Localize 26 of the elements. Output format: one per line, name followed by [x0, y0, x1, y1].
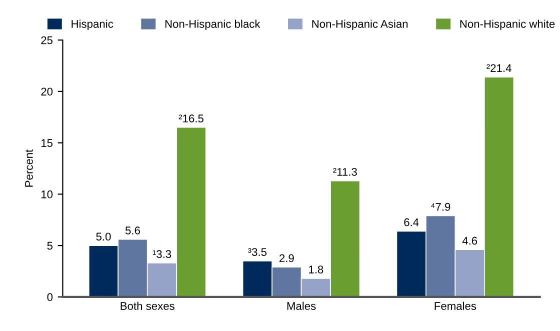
data-label: 2.9: [279, 254, 294, 262]
data-label: ²21.4: [486, 64, 512, 72]
y-tick-label: 25: [41, 36, 53, 44]
data-label: 6.4: [404, 218, 419, 226]
legend-label: Hispanic: [72, 20, 114, 30]
y-tick-label: 5: [47, 242, 53, 250]
y-tick-label: 0: [47, 293, 53, 302]
data-label: ²16.5: [178, 114, 204, 122]
y-tick-label: 10: [41, 190, 53, 198]
data-label: 1.8: [309, 266, 324, 274]
legend-label: Non-Hispanic Asian: [312, 20, 408, 30]
data-label: 5.6: [125, 226, 140, 234]
data-label: ²11.3: [333, 168, 357, 176]
y-axis-title: Percent: [25, 149, 33, 187]
x-tick-label: Both sexes: [120, 302, 174, 310]
data-label: ⁴7.9: [431, 202, 450, 211]
data-label: ¹3.3: [152, 250, 172, 258]
y-tick-label: 20: [41, 88, 53, 96]
y-tick-label: 15: [41, 139, 53, 147]
legend-label: Non-Hispanic white: [460, 20, 555, 30]
data-label: ³3.5: [248, 248, 267, 256]
legend-label: Non-Hispanic black: [165, 20, 260, 30]
x-tick-label: Males: [287, 302, 316, 310]
data-label: 4.6: [462, 236, 478, 245]
data-label: 5.0: [96, 232, 111, 241]
x-tick-label: Females: [434, 302, 476, 310]
